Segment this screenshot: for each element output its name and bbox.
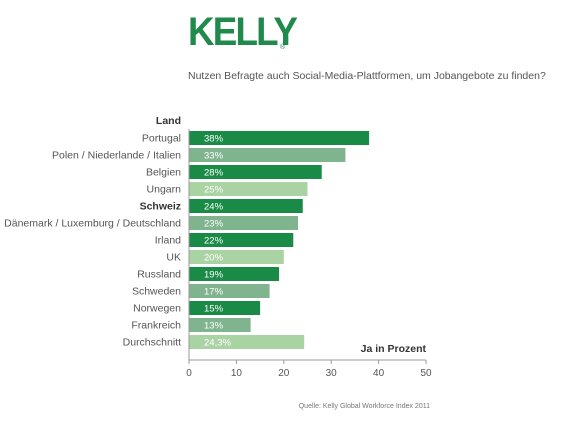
category-label-uk: UK: [166, 252, 181, 264]
bar-norwegen: [189, 301, 261, 315]
x-tick-label-10: 10: [231, 368, 243, 379]
bar-d-nemark-luxemburg-deutschland: [189, 216, 299, 230]
bar-durchschnitt: [189, 335, 305, 349]
value-label-russland: 19%: [204, 270, 224, 281]
bar-schweden: [189, 284, 270, 298]
bar-portugal: [189, 131, 370, 145]
bar-frankreich: [189, 318, 251, 332]
value-label-schweden: 17%: [204, 287, 224, 298]
bar-irland: [189, 233, 294, 247]
bar-ungarn: [189, 182, 308, 196]
x-axis: 0 10 20 30 40 50: [186, 129, 432, 379]
bars-group: Portugal 38% Polen / Niederlande / Italien…: [4, 131, 370, 349]
category-label-russland: Russland: [137, 269, 181, 281]
value-label-d-nemark-luxemburg-deutschland: 23%: [204, 219, 224, 230]
category-label-d-nemark-luxemburg-deutschland: Dänemark / Luxemburg / Deutschland: [4, 218, 181, 230]
category-label-norwegen: Norwegen: [133, 303, 181, 315]
category-label-belgien: Belgien: [146, 167, 181, 179]
value-label-portugal: 38%: [204, 134, 224, 145]
bar-uk: [189, 250, 284, 264]
x-tick-label-20: 20: [278, 368, 290, 379]
category-label-portugal: Portugal: [142, 133, 181, 145]
bar-schweiz: [189, 199, 303, 213]
registered-mark: ®: [280, 44, 286, 51]
bar-polen-niederlande-italien: [189, 148, 346, 162]
category-label-durchschnitt: Durchschnitt: [123, 337, 181, 349]
chart-question: Nutzen Befragte auch Social-Media-Plattf…: [188, 70, 546, 82]
category-label-irland: Irland: [155, 235, 181, 247]
x-tick-label-50: 50: [420, 368, 432, 379]
bar-russland: [189, 267, 280, 281]
x-tick-label-30: 30: [326, 368, 338, 379]
x-tick-label-40: 40: [373, 368, 385, 379]
value-label-norwegen: 15%: [204, 304, 224, 315]
category-label-schweiz: Schweiz: [140, 201, 181, 213]
value-label-ungarn: 25%: [204, 185, 224, 196]
source-note: Quelle: Kelly Global Workforce Index 201…: [299, 403, 430, 410]
value-label-frankreich: 13%: [204, 321, 224, 332]
value-label-schweiz: 24%: [204, 202, 224, 213]
x-tick-label-0: 0: [186, 368, 192, 379]
value-label-belgien: 28%: [204, 168, 224, 179]
bar-belgien: [189, 165, 322, 179]
category-label-ungarn: Ungarn: [147, 184, 182, 196]
category-header: Land: [156, 115, 181, 127]
category-label-schweden: Schweden: [132, 286, 181, 298]
value-label-irland: 22%: [204, 236, 224, 247]
unit-label: Ja in Prozent: [361, 343, 427, 355]
value-label-uk: 20%: [204, 253, 224, 264]
value-label-durchschnitt: 24,3%: [204, 338, 231, 349]
category-label-polen-niederlande-italien: Polen / Niederlande / Italien: [52, 150, 181, 162]
category-label-frankreich: Frankreich: [131, 320, 181, 332]
value-label-polen-niederlande-italien: 33%: [204, 151, 224, 162]
kelly-logo: KELLY: [188, 10, 298, 54]
